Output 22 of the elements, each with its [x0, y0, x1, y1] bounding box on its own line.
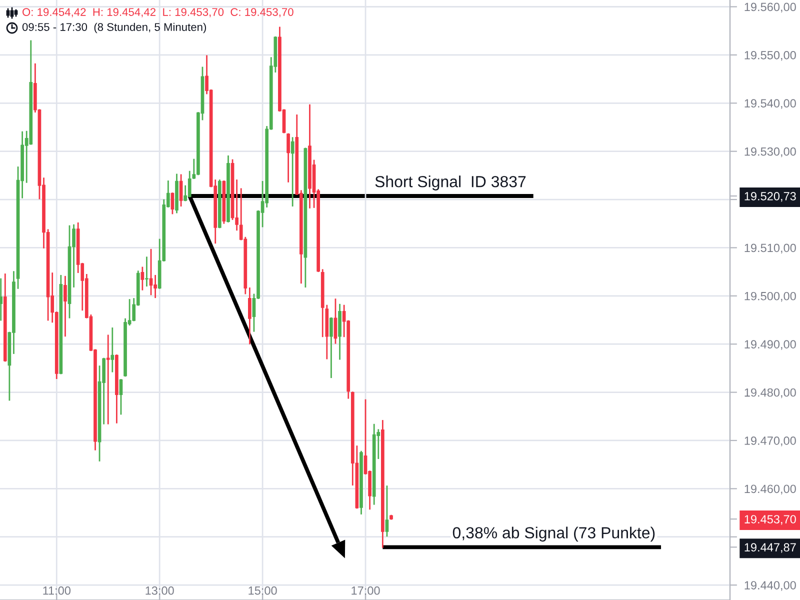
x-tick-label: 15:00: [248, 586, 277, 595]
y2-tick-label: 19.447,87: [744, 543, 796, 553]
y-tick-label: 19.490,00: [744, 340, 796, 350]
y-tick-label: 19.480,00: [744, 388, 796, 398]
y2-tick-label: 19.453,70: [744, 515, 796, 525]
y-tick-label: 19.470,00: [744, 436, 796, 446]
y2-tick-label: 19.520,73: [744, 192, 796, 202]
annotation: Short Signal ID 3837: [375, 176, 526, 190]
text: 09:55 - 17:30 (8 Stunden, 5 Minuten): [22, 22, 206, 34]
x-tick-label: 11:00: [43, 586, 71, 595]
y-tick-label: 19.500,00: [744, 292, 796, 302]
annotation: 0,38% ab Signal (73 Punkte): [452, 526, 655, 542]
x-tick-label: 13:00: [146, 586, 174, 595]
y-tick-label: 19.440,00: [744, 581, 796, 591]
y-tick-label: 19.560,00: [744, 2, 796, 13]
y-tick-label: 19.510,00: [744, 244, 796, 254]
text: O: 19.454,42 H: 19.454,42 L: 19.453,70 C: 19.453,70: [22, 8, 294, 18]
y-tick-label: 19.550,00: [744, 50, 796, 61]
y-tick-label: 19.460,00: [744, 484, 796, 494]
y-tick-label: 19.530,00: [744, 147, 796, 158]
y-tick-label: 19.540,00: [744, 99, 796, 109]
x-tick-label: 17:00: [352, 586, 380, 595]
